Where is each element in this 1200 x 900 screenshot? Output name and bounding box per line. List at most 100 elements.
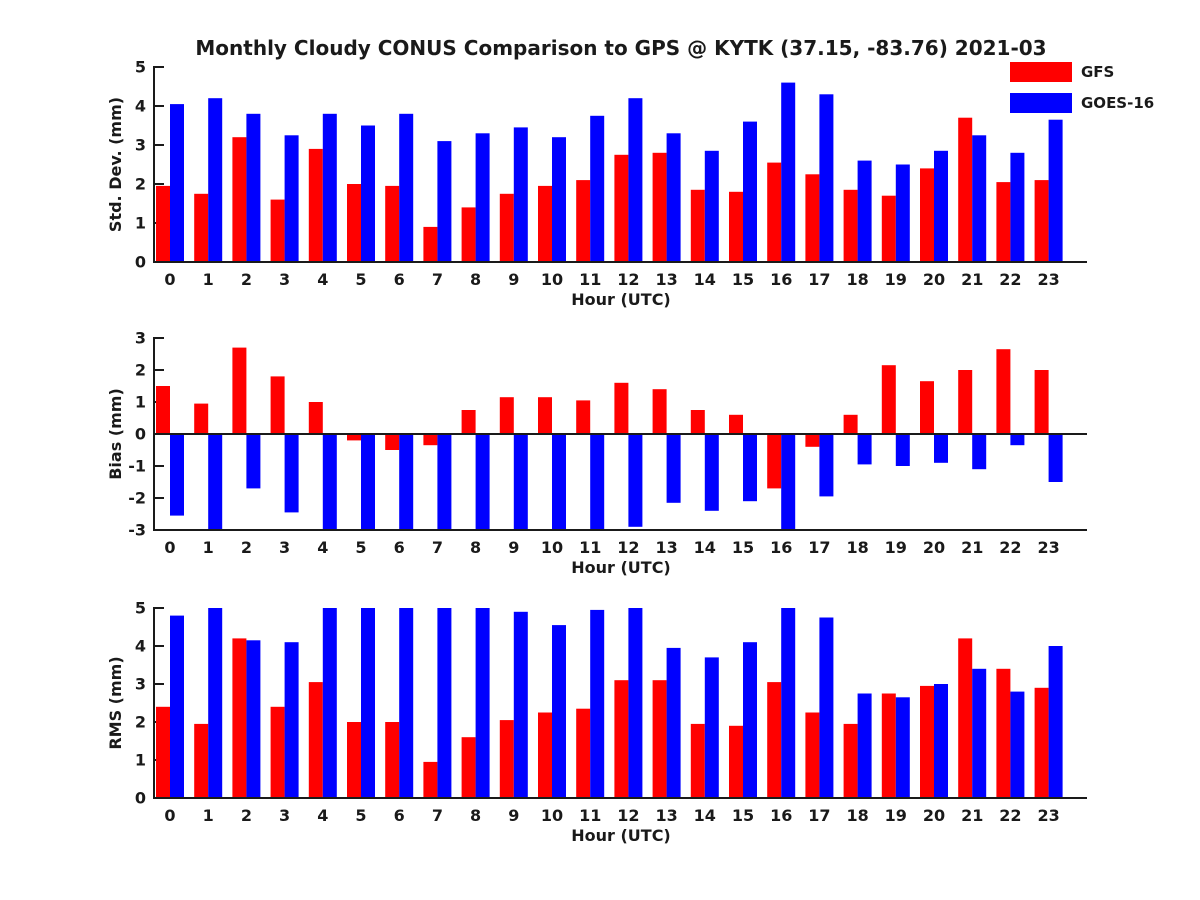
x-tick-label: 1 [203, 538, 214, 557]
x-tick-label: 19 [885, 806, 907, 825]
bar-gfs-hour-4 [308, 148, 323, 262]
x-tick-label: 15 [732, 806, 754, 825]
bar-gfs-hour-23 [1034, 687, 1049, 798]
bar-goes16-hour-21 [972, 668, 987, 798]
bar-goes16-hour-0 [170, 434, 184, 516]
bar-goes16-hour-18 [857, 434, 872, 465]
bar-goes16-hour-22 [1010, 691, 1025, 798]
x-tick-label: 23 [1037, 270, 1059, 289]
bar-gfs-hour-20 [920, 168, 934, 262]
x-tick-label: 20 [923, 538, 945, 557]
x-axis-title: Hour (UTC) [571, 826, 671, 845]
bar-goes16-hour-6 [399, 113, 414, 262]
bar-gfs-hour-4 [308, 402, 323, 434]
x-axis-title: Hour (UTC) [571, 290, 671, 309]
bar-goes16-hour-14 [704, 657, 719, 798]
x-tick-label: 8 [470, 806, 481, 825]
bar-goes16-hour-5 [361, 434, 375, 530]
bar-goes16-hour-8 [475, 434, 490, 530]
bar-gfs-hour-7 [423, 434, 438, 446]
x-tick-label: 8 [470, 270, 481, 289]
bar-goes16-hour-3 [284, 434, 299, 513]
bar-gfs-hour-3 [270, 376, 285, 434]
bar-gfs-hour-17 [805, 712, 820, 798]
bar-gfs-hour-6 [385, 434, 400, 450]
bar-gfs-hour-5 [347, 184, 361, 262]
x-tick-label: 2 [241, 538, 252, 557]
y-tick-label: 4 [135, 637, 146, 656]
bar-gfs-hour-9 [499, 397, 514, 434]
bar-goes16-hour-4 [322, 434, 337, 530]
y-tick-label: 0 [135, 253, 146, 272]
bar-goes16-hour-16 [781, 608, 796, 798]
bar-gfs-hour-6 [385, 722, 400, 798]
bar-gfs-hour-23 [1034, 370, 1049, 434]
figure-title: Monthly Cloudy CONUS Comparison to GPS @… [195, 36, 1047, 60]
x-tick-label: 3 [279, 806, 290, 825]
bar-gfs-hour-2 [232, 137, 247, 262]
x-tick-label: 18 [846, 806, 868, 825]
bar-goes16-hour-21 [972, 434, 987, 470]
bar-goes16-hour-11 [590, 609, 605, 798]
bar-goes16-hour-0 [170, 104, 184, 262]
bar-gfs-hour-17 [805, 174, 820, 263]
x-tick-label: 17 [808, 538, 830, 557]
bar-goes16-hour-23 [1048, 646, 1063, 798]
bar-goes16-hour-18 [857, 160, 872, 262]
bar-goes16-hour-5 [361, 608, 375, 798]
x-tick-label: 11 [579, 538, 601, 557]
x-tick-label: 14 [694, 538, 716, 557]
x-tick-label: 19 [885, 270, 907, 289]
bar-gfs-hour-19 [881, 693, 896, 798]
bar-goes16-hour-15 [743, 434, 757, 502]
bar-goes16-hour-10 [552, 625, 566, 798]
y-tick-label: -1 [128, 457, 146, 476]
bar-goes16-hour-17 [819, 94, 834, 262]
bar-goes16-hour-11 [590, 434, 605, 530]
bar-gfs-hour-14 [690, 723, 705, 798]
x-tick-label: 20 [923, 806, 945, 825]
bar-gfs-hour-13 [652, 152, 667, 262]
x-tick-label: 1 [203, 270, 214, 289]
bar-gfs-hour-23 [1034, 180, 1049, 262]
bar-gfs-hour-17 [805, 434, 820, 447]
bar-gfs-hour-12 [614, 154, 629, 263]
bar-gfs-hour-20 [920, 685, 934, 798]
x-tick-label: 4 [317, 806, 328, 825]
x-axis-title: Hour (UTC) [571, 558, 671, 577]
bar-goes16-hour-9 [513, 611, 528, 798]
x-tick-label: 22 [999, 806, 1021, 825]
x-tick-label: 12 [617, 806, 639, 825]
x-tick-label: 7 [432, 538, 443, 557]
bar-gfs-hour-0 [156, 185, 170, 262]
x-tick-label: 9 [508, 538, 519, 557]
y-tick-label: 3 [135, 675, 146, 694]
x-tick-label: 13 [655, 270, 677, 289]
x-tick-label: 0 [164, 270, 175, 289]
bar-goes16-hour-0 [170, 615, 184, 798]
x-tick-label: 10 [541, 538, 563, 557]
y-tick-label: 2 [135, 713, 146, 732]
bar-gfs-hour-5 [347, 434, 361, 441]
bar-gfs-hour-21 [958, 638, 973, 798]
bar-gfs-hour-19 [881, 195, 896, 262]
x-tick-label: 23 [1037, 806, 1059, 825]
bar-goes16-hour-12 [628, 608, 643, 798]
x-tick-label: 15 [732, 538, 754, 557]
x-tick-label: 16 [770, 806, 792, 825]
bar-goes16-hour-11 [590, 115, 605, 263]
y-tick-label: 2 [135, 361, 146, 380]
bar-gfs-hour-7 [423, 761, 438, 798]
y-tick-label: 0 [135, 425, 146, 444]
x-tick-label: 21 [961, 270, 983, 289]
x-tick-label: 14 [694, 270, 716, 289]
x-tick-label: 12 [617, 270, 639, 289]
bar-gfs-hour-15 [729, 725, 743, 798]
bar-goes16-hour-21 [972, 135, 987, 263]
x-tick-label: 21 [961, 538, 983, 557]
x-tick-label: 20 [923, 270, 945, 289]
bar-goes16-hour-4 [322, 608, 337, 798]
x-tick-label: 11 [579, 270, 601, 289]
x-tick-label: 7 [432, 806, 443, 825]
